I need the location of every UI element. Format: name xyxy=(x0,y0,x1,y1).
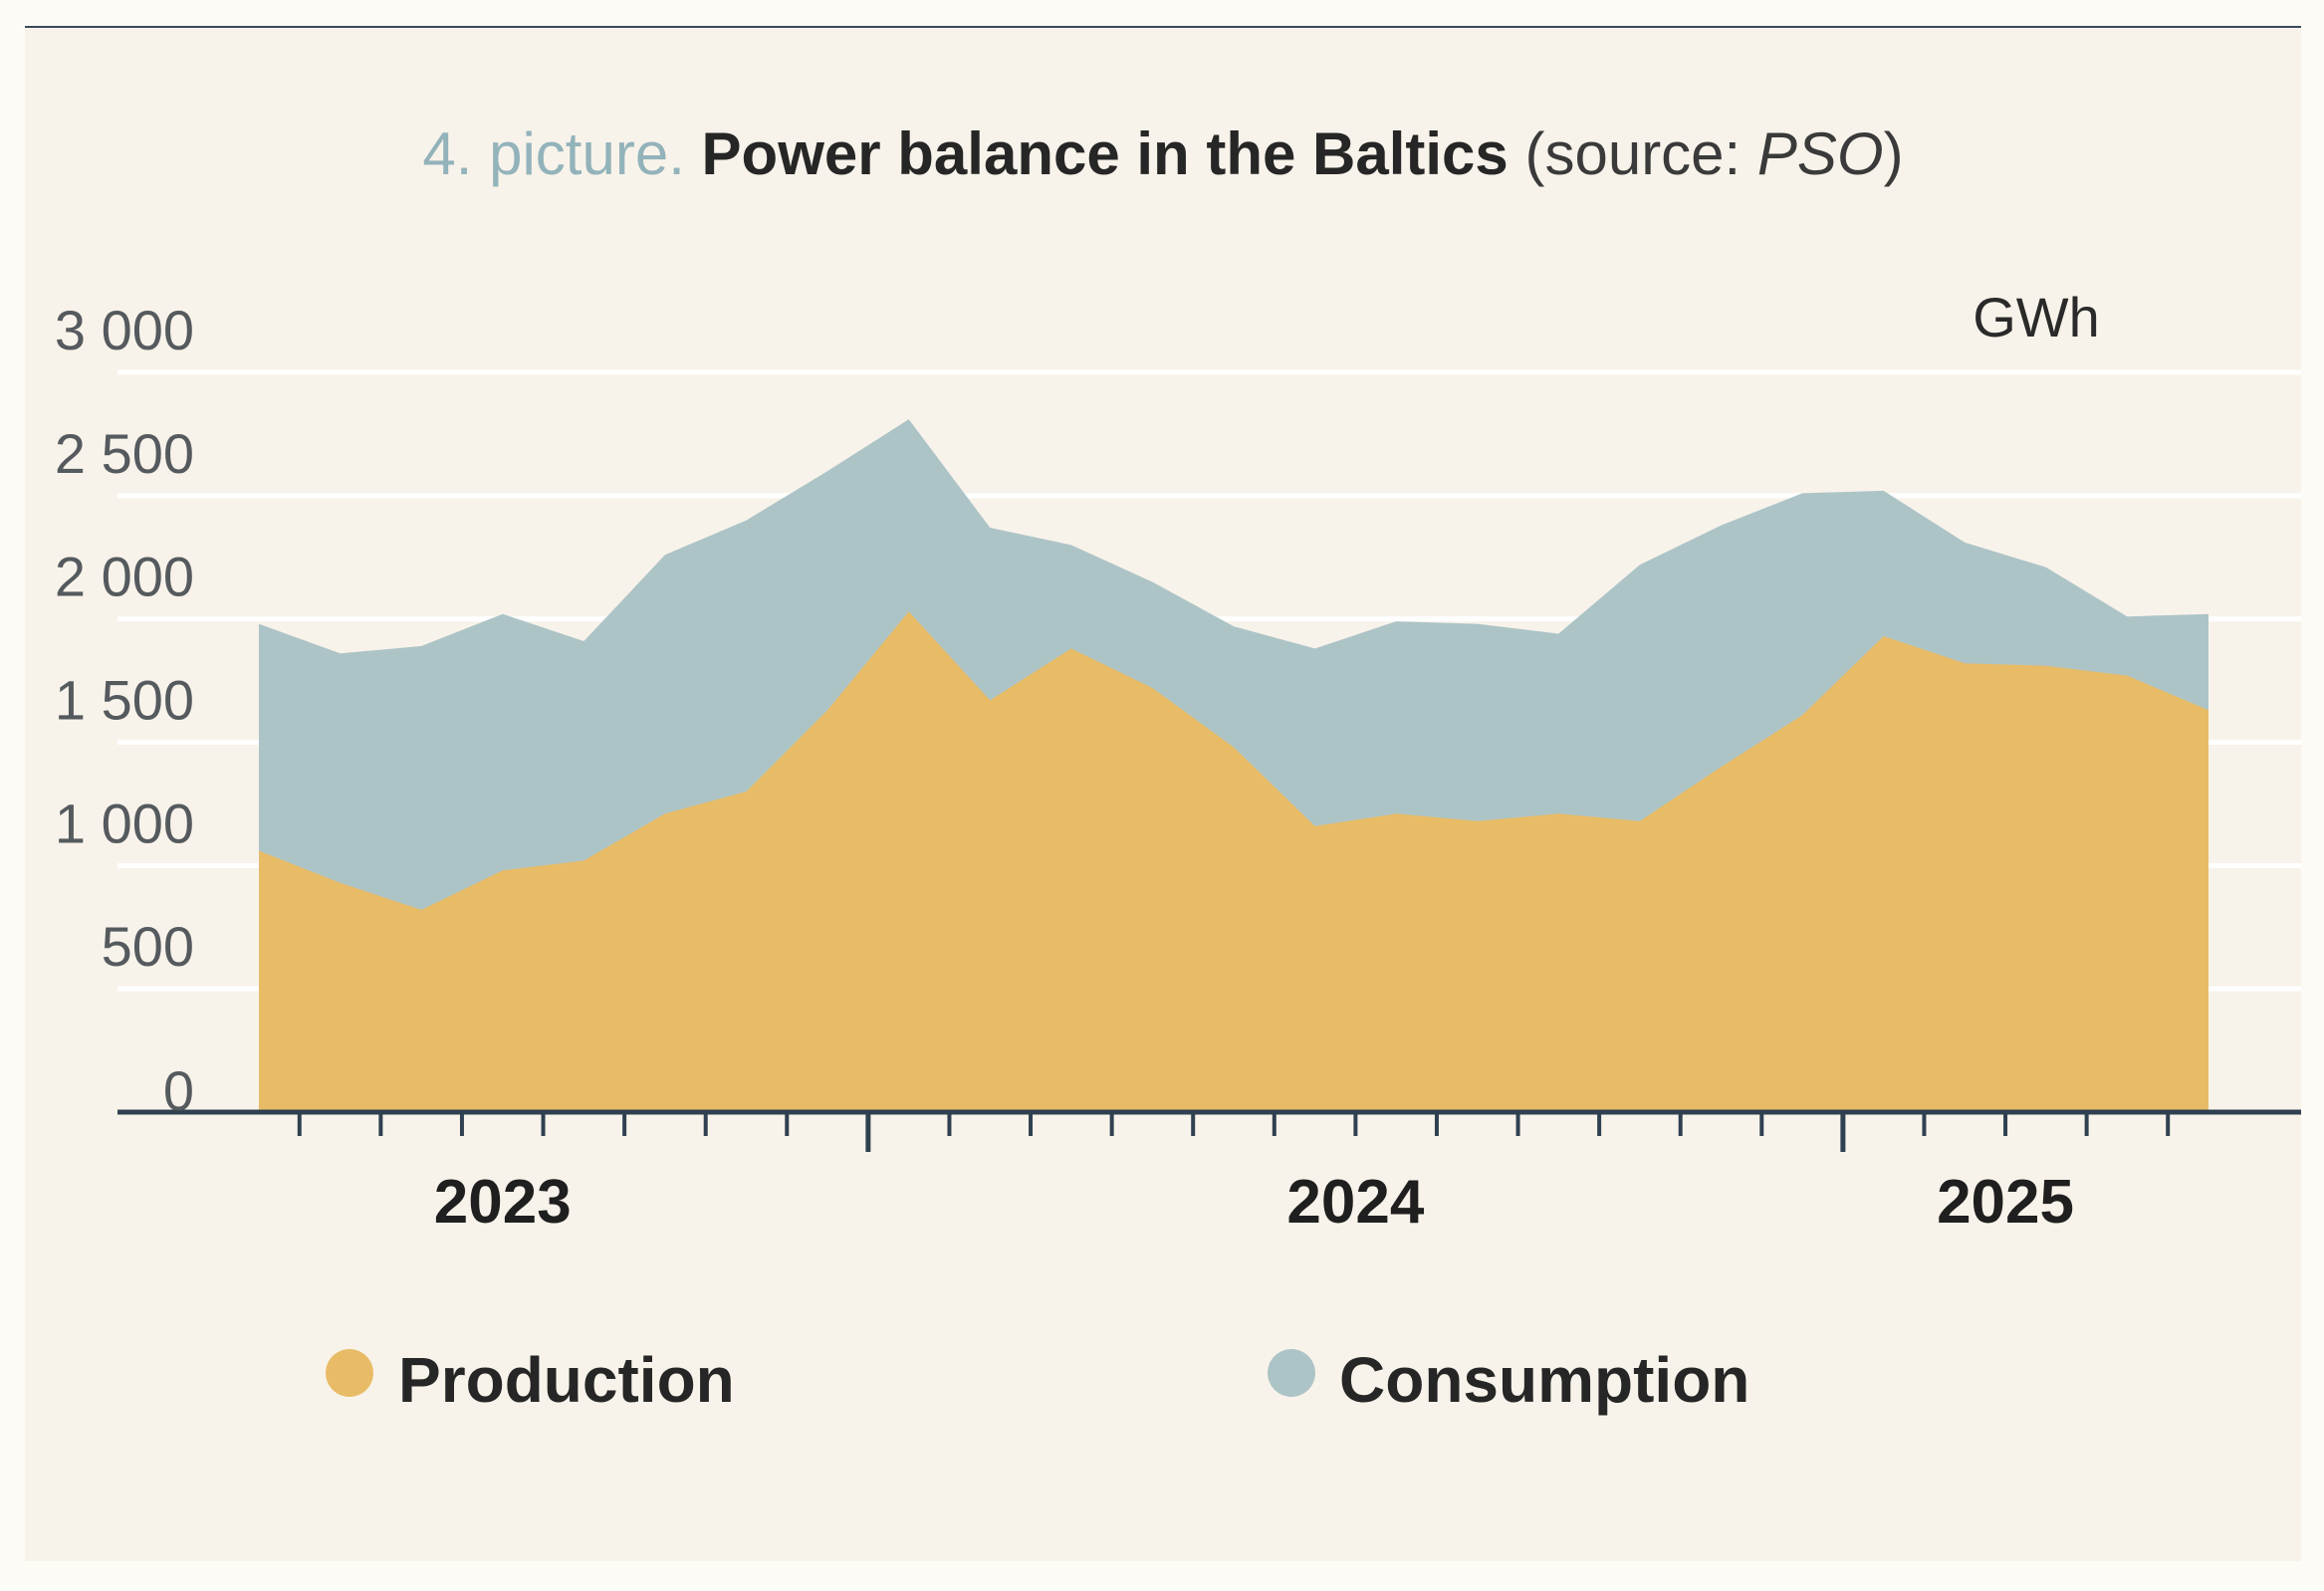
y-tick-label: 3 000 xyxy=(55,299,194,361)
title-source-name: PSO xyxy=(1756,120,1884,187)
legend-label-production: Production xyxy=(398,1344,735,1416)
legend-swatch-consumption xyxy=(1268,1349,1315,1397)
chart-title: 4. picture. Power balance in the Baltics… xyxy=(25,119,2301,188)
area-production xyxy=(259,611,2208,1112)
y-tick-label: 2 000 xyxy=(55,546,194,608)
y-tick-label: 500 xyxy=(102,915,194,978)
legend-item-consumption: Consumption xyxy=(1268,1344,1749,1416)
y-axis-labels: 0 500 1 000 1 500 2 000 2 500 3 000 xyxy=(55,299,194,1122)
title-prefix: 4. picture. xyxy=(422,120,685,187)
x-axis-labels: 2023 2024 2025 xyxy=(434,1168,2074,1237)
area-series xyxy=(259,419,2208,1113)
legend-swatch-production xyxy=(326,1349,373,1397)
legend-label-consumption: Consumption xyxy=(1339,1344,1749,1416)
x-tick-label: 2024 xyxy=(1286,1168,1424,1237)
title-source-open: (source: xyxy=(1524,120,1757,187)
title-source-close: ) xyxy=(1883,120,1904,187)
x-tick-label: 2023 xyxy=(434,1168,572,1237)
title-main: Power balance in the Baltics xyxy=(701,120,1509,187)
unit-label: GWh xyxy=(1973,286,2100,348)
y-tick-label: 1 000 xyxy=(55,792,194,854)
x-tick-label: 2025 xyxy=(1937,1168,2074,1237)
y-tick-label: 1 500 xyxy=(55,669,194,732)
legend-item-production: Production xyxy=(326,1344,735,1416)
y-tick-label: 2 500 xyxy=(55,422,194,485)
legend: Production Consumption xyxy=(326,1344,1749,1416)
y-tick-label: 0 xyxy=(163,1059,194,1122)
x-axis xyxy=(117,1109,2301,1152)
